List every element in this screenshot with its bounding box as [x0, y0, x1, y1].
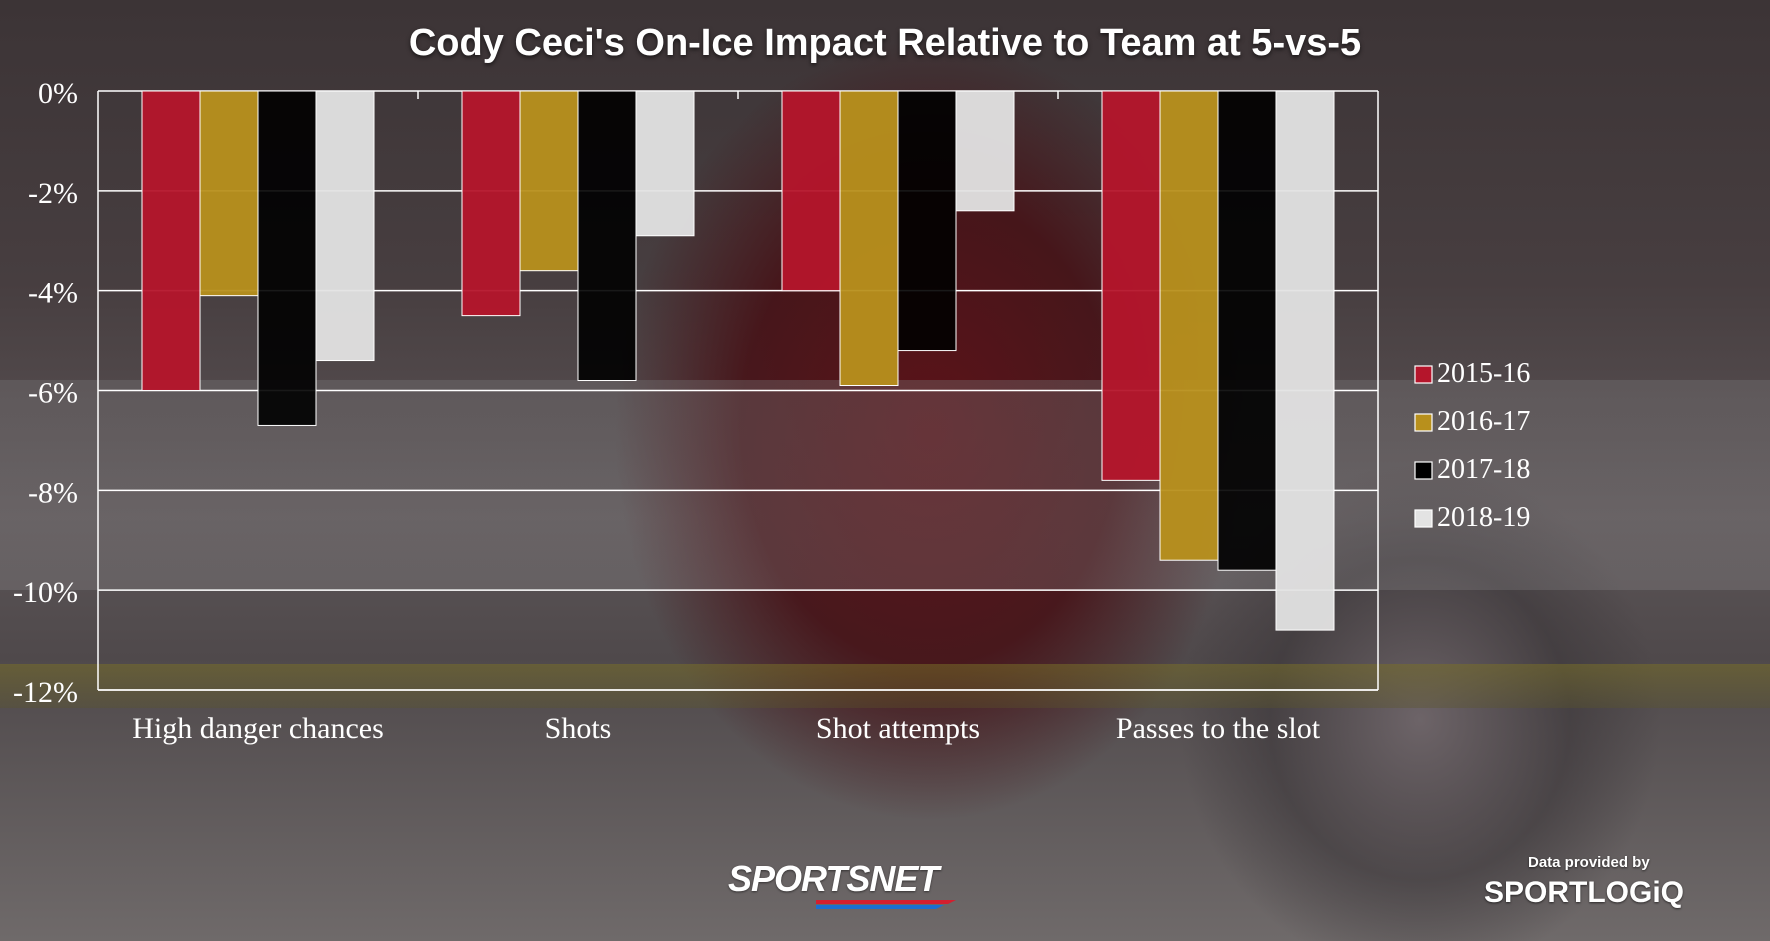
y-tick-label: -6%: [28, 377, 78, 410]
bar-2015-16-1: [461, 90, 521, 317]
bar-2018-19-2: [955, 90, 1015, 212]
bar-2018-19-3: [1275, 90, 1335, 631]
x-category-label: Shots: [545, 712, 612, 745]
y-tick-labels: 0% -2% -4% -6% -8% -10% -12%: [13, 77, 78, 709]
y-tick-label: -4%: [28, 277, 78, 310]
credit-label: Data provided by: [1528, 854, 1650, 871]
x-category-label: Shot attempts: [816, 712, 980, 745]
sportsnet-logo: SPORTSNET: [728, 858, 1028, 909]
bar-2015-16-0: [141, 90, 201, 391]
sportlogiq-logo: SPORTLOGiQ: [1484, 876, 1685, 909]
bar-2016-17-0: [199, 90, 259, 297]
bar-2017-18-3: [1217, 90, 1277, 571]
y-tick-label: -2%: [28, 177, 78, 210]
x-category-label: Passes to the slot: [1116, 712, 1321, 745]
y-tick-label: 0%: [38, 77, 78, 110]
bars: [141, 90, 1335, 631]
legend-label: 2015-16: [1437, 358, 1530, 389]
legend-swatch: [1414, 413, 1433, 432]
x-category-labels: High danger chances Shots Shot attempts Pas…: [132, 712, 1321, 745]
bar-2017-18-2: [897, 90, 957, 352]
sportsnet-wordmark: SPORTSNET: [728, 858, 939, 899]
legend-swatch: [1414, 509, 1433, 528]
axes: [97, 91, 1379, 691]
bar-2018-19-0: [315, 90, 375, 362]
legend-label: 2018-19: [1437, 502, 1530, 533]
bar-2017-18-1: [577, 90, 637, 382]
y-tick-label: -8%: [28, 476, 78, 509]
sportsnet-swoosh-icon: [816, 900, 956, 909]
legend-swatch: [1414, 365, 1433, 384]
bar-2016-17-1: [519, 90, 579, 272]
bar-2016-17-2: [839, 90, 899, 387]
x-category-label: High danger chances: [132, 712, 384, 745]
y-tick-label: -10%: [13, 576, 78, 609]
legend-label: 2017-18: [1437, 454, 1530, 485]
legend-swatch: [1414, 461, 1433, 480]
background-kickplate: [0, 664, 1770, 708]
bar-2017-18-0: [257, 90, 317, 426]
bar-2018-19-1: [635, 90, 695, 237]
chart-title: Cody Ceci's On-Ice Impact Relative to Te…: [408, 22, 1362, 64]
data-credit: Data provided by SPORTLOGiQ: [1484, 854, 1684, 924]
legend-label: 2016-17: [1437, 406, 1530, 437]
bar-2016-17-3: [1159, 90, 1219, 561]
legend: 2015-16 2016-17 2017-18 2018-19: [1414, 358, 1530, 533]
y-tick-label: -12%: [13, 676, 78, 709]
bar-2015-16-2: [781, 90, 841, 292]
bar-2015-16-3: [1101, 90, 1161, 481]
